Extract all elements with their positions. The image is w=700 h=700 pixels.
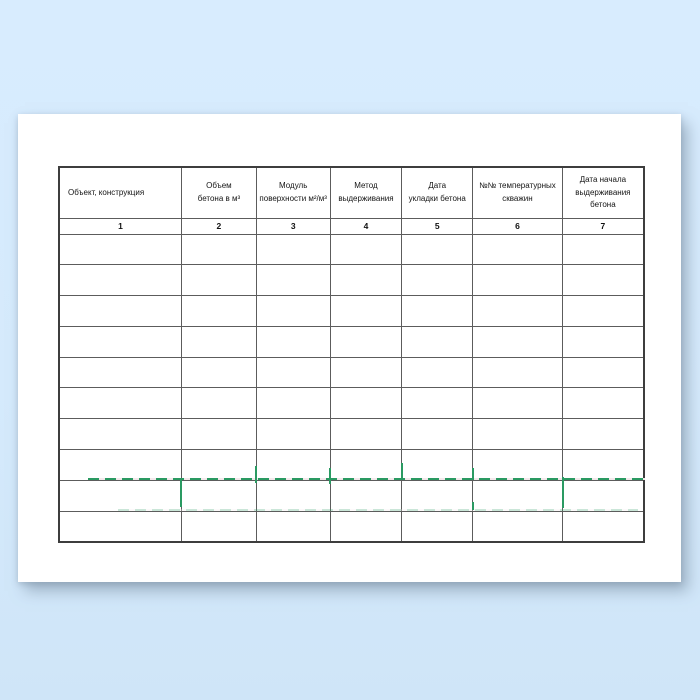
empty-cell <box>181 479 257 512</box>
empty-cell <box>561 325 645 358</box>
concrete-curing-log-table: Объект, конструкция Объем бетона в м³ Моду… <box>58 166 645 543</box>
empty-cell <box>329 510 403 543</box>
column-header-2: Объем бетона в м³ <box>181 166 257 219</box>
empty-cell <box>255 264 331 297</box>
empty-cell <box>472 479 563 512</box>
empty-cell <box>329 449 403 481</box>
empty-cell <box>181 233 257 266</box>
column-number-3: 3 <box>255 217 331 235</box>
empty-cell <box>472 233 563 266</box>
column-number-7: 7 <box>561 217 645 235</box>
column-header-3: Модуль поверхности м²/м³ <box>255 166 331 219</box>
empty-cell <box>181 510 257 543</box>
empty-cell <box>329 233 403 266</box>
table-row <box>58 510 645 543</box>
empty-cell <box>401 449 474 481</box>
empty-cell <box>329 325 403 358</box>
column-header-6: №№ температурных скважин <box>472 166 563 219</box>
empty-cell <box>255 356 331 389</box>
empty-cell <box>58 325 183 358</box>
empty-cell <box>472 387 563 420</box>
table: Объект, конструкция Объем бетона в м³ Моду… <box>58 166 645 543</box>
empty-cell <box>401 264 474 297</box>
empty-cell <box>255 387 331 420</box>
empty-cell <box>401 295 474 327</box>
empty-cell <box>472 356 563 389</box>
empty-cell <box>329 356 403 389</box>
empty-cell <box>401 233 474 266</box>
empty-cell <box>181 387 257 420</box>
column-header-7: Дата начала выдерживания бетона <box>561 166 645 219</box>
table-row <box>58 264 645 297</box>
empty-cell <box>561 418 645 451</box>
empty-cell <box>181 418 257 451</box>
empty-cell <box>58 233 183 266</box>
column-number-5: 5 <box>401 217 474 235</box>
empty-cell <box>329 295 403 327</box>
empty-cell <box>401 387 474 420</box>
empty-cell <box>329 264 403 297</box>
empty-cell <box>58 356 183 389</box>
empty-cell <box>58 449 183 481</box>
empty-cell <box>255 479 331 512</box>
column-number-2: 2 <box>181 217 257 235</box>
empty-cell <box>561 233 645 266</box>
table-row <box>58 479 645 512</box>
empty-cell <box>561 264 645 297</box>
empty-cell <box>401 325 474 358</box>
table-row <box>58 295 645 327</box>
empty-cell <box>472 325 563 358</box>
column-number-4: 4 <box>329 217 403 235</box>
table-row <box>58 356 645 389</box>
empty-cell <box>561 479 645 512</box>
empty-cell <box>255 510 331 543</box>
table-row <box>58 449 645 481</box>
column-number-1: 1 <box>58 217 183 235</box>
empty-cell <box>58 510 183 543</box>
empty-cell <box>255 233 331 266</box>
empty-cell <box>401 418 474 451</box>
empty-cell <box>561 449 645 481</box>
empty-cell <box>181 449 257 481</box>
column-header-4: Метод выдерживания <box>329 166 403 219</box>
table-row <box>58 325 645 358</box>
empty-cell <box>401 356 474 389</box>
empty-cell <box>255 295 331 327</box>
empty-cell <box>329 479 403 512</box>
empty-cell <box>472 510 563 543</box>
table-row <box>58 418 645 451</box>
empty-cell <box>329 418 403 451</box>
empty-cell <box>181 264 257 297</box>
empty-cell <box>472 264 563 297</box>
empty-cell <box>58 264 183 297</box>
empty-cell <box>561 295 645 327</box>
empty-cell <box>255 449 331 481</box>
empty-cell <box>255 418 331 451</box>
empty-cell <box>58 418 183 451</box>
empty-cell <box>58 295 183 327</box>
column-header-1: Объект, конструкция <box>58 166 183 219</box>
empty-cell <box>58 387 183 420</box>
empty-cell <box>329 387 403 420</box>
empty-cell <box>561 387 645 420</box>
column-number-6: 6 <box>472 217 563 235</box>
table-header-row: Объект, конструкция Объем бетона в м³ Моду… <box>58 166 645 219</box>
empty-cell <box>472 418 563 451</box>
empty-cell <box>561 510 645 543</box>
empty-cell <box>255 325 331 358</box>
empty-cell <box>401 479 474 512</box>
empty-cell <box>401 510 474 543</box>
empty-cell <box>181 325 257 358</box>
empty-cell <box>472 295 563 327</box>
column-header-5: Дата укладки бетона <box>401 166 474 219</box>
table-row <box>58 233 645 266</box>
empty-cell <box>472 449 563 481</box>
empty-cell <box>181 295 257 327</box>
empty-cell <box>181 356 257 389</box>
table-row <box>58 387 645 420</box>
empty-cell <box>561 356 645 389</box>
empty-cell <box>58 479 183 512</box>
document-page: Объект, конструкция Объем бетона в м³ Моду… <box>18 114 681 582</box>
